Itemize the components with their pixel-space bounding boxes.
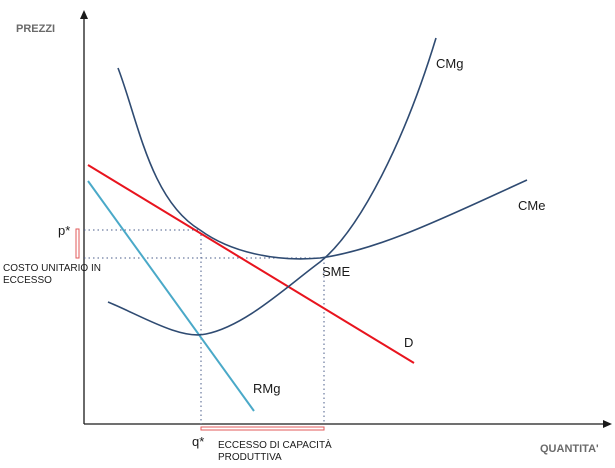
cmg-curve [107, 37, 437, 336]
cme-label: CMe [518, 198, 545, 213]
excess-cost-marker [75, 228, 80, 259]
excess-cost-note: COSTO UNITARIO IN ECCESSO [3, 263, 133, 287]
excess-capacity-note: ECCESSO DI CAPACITÀ PRODUTTIVA [218, 440, 378, 464]
q-star-label: q* [192, 434, 204, 449]
cmg-label: CMg [436, 56, 463, 71]
demand-label: D [404, 335, 413, 350]
excess-capacity-line1: ECCESSO DI CAPACITÀ [218, 440, 332, 451]
demand-curve [87, 164, 415, 364]
cme-curve [117, 67, 528, 260]
excess-capacity-line2: PRODUTTIVA [218, 452, 282, 463]
rmg-curve [87, 180, 255, 412]
y-axis-label: PREZZI [16, 23, 55, 35]
excess-capacity-marker [200, 426, 325, 431]
y-axis-arrow [80, 10, 88, 19]
x-axis-label: QUANTITA' [540, 443, 599, 455]
p-star-label: p* [58, 223, 70, 238]
x-axis-arrow [603, 420, 612, 428]
rmg-label: RMg [253, 381, 280, 396]
excess-cost-text: COSTO UNITARIO IN ECCESSO [3, 263, 101, 286]
sme-label: SME [322, 264, 351, 279]
